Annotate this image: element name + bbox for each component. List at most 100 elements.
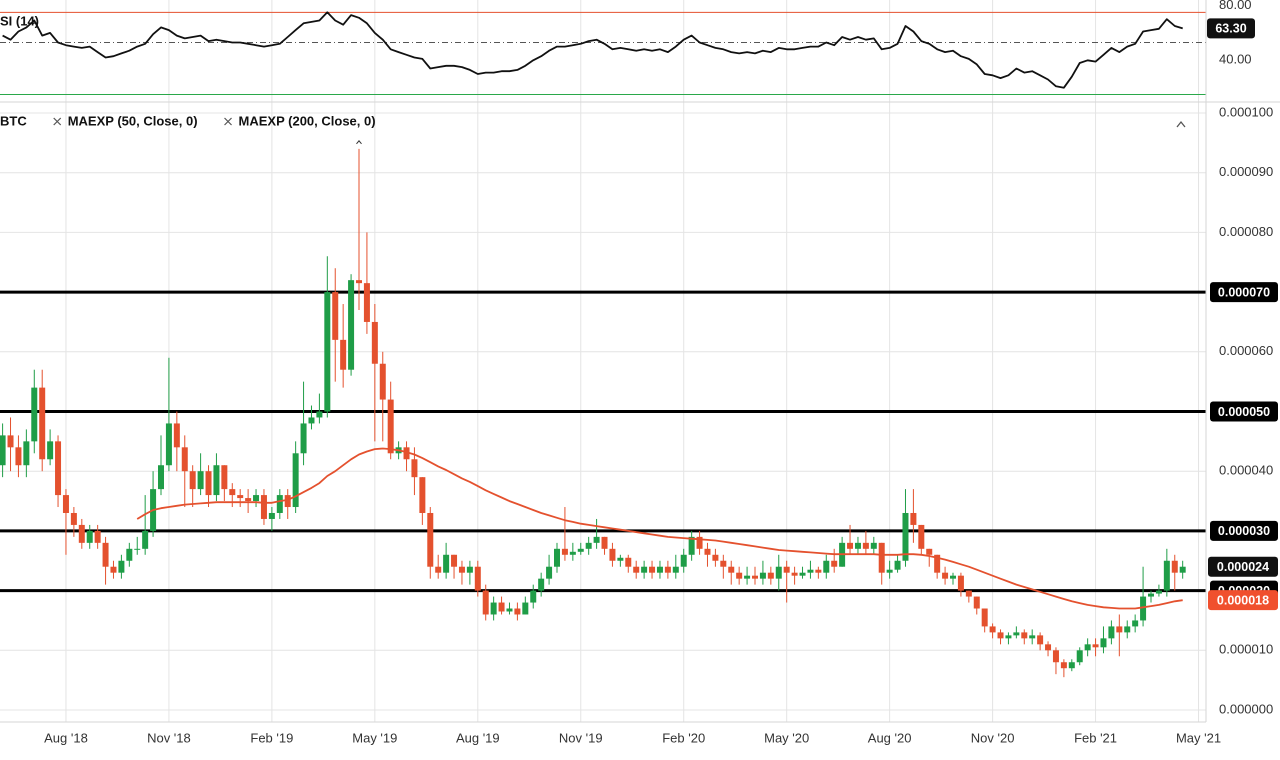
legend-entry: MAEXP (50, Close, 0) (68, 113, 198, 128)
candle-body (577, 548, 584, 552)
candle-body (546, 566, 553, 579)
candle-body (387, 399, 394, 454)
candle-body (411, 459, 418, 478)
candle-body (807, 569, 814, 573)
candle-body (221, 465, 228, 490)
price-tags: 0.0000700.0000500.0000300.00002063.300.0… (1207, 18, 1278, 611)
candle-body (348, 280, 355, 370)
candle-body (791, 572, 798, 576)
candle-body (316, 411, 323, 418)
remove-icon[interactable] (224, 117, 232, 126)
level-tag-label: 0.000070 (1218, 285, 1270, 299)
candle-body (340, 339, 347, 370)
candle-body (158, 465, 164, 490)
candle-body (688, 536, 695, 555)
candle-body (31, 387, 38, 442)
candle-body (292, 453, 299, 508)
candle-body (815, 569, 822, 573)
price-marker-label: 0.000018 (1217, 593, 1269, 607)
rsi-tag-label: 63.30 (1215, 22, 1246, 36)
candle-body (1084, 644, 1091, 651)
candle-body (213, 465, 220, 496)
rsi-tick-label: 40.00 (1219, 52, 1252, 67)
candle-body (490, 602, 497, 615)
candle-body (1029, 635, 1036, 639)
candle-body (593, 536, 600, 543)
level-tag (1210, 282, 1278, 303)
candle-body (253, 495, 260, 502)
candle-body (1179, 566, 1186, 573)
candle-body (783, 566, 790, 573)
candle-body (886, 569, 893, 573)
y-tick-label: 0.000100 (1219, 104, 1273, 119)
level-tag (1210, 520, 1278, 541)
candle-body (641, 566, 648, 573)
candle-body (94, 530, 101, 543)
candle-body (205, 471, 212, 496)
candle-body (62, 495, 69, 513)
level-tag (1210, 401, 1278, 422)
candle-body (656, 566, 663, 573)
price-marker (1208, 556, 1278, 577)
candle-body (506, 608, 513, 612)
candle-body (561, 548, 568, 555)
candle-body (609, 548, 616, 561)
candle-body (831, 560, 838, 567)
y-tick-label: 0.000040 (1219, 463, 1273, 478)
candle-body (197, 471, 204, 490)
candle-body (1148, 593, 1154, 597)
candle-body (767, 572, 774, 579)
candle-body (1163, 560, 1170, 591)
x-tick-label: Feb '20 (662, 730, 705, 745)
candle-body (181, 447, 188, 472)
candle-body (997, 632, 1004, 639)
candle-body (55, 441, 62, 496)
candle-body (950, 575, 956, 579)
ema-line (136, 447, 1183, 610)
rsi-tick-label: 80.00 (1219, 0, 1252, 12)
candle-body (102, 542, 109, 567)
candle-body (672, 566, 679, 573)
remove-icon[interactable] (53, 117, 62, 126)
candle-body (134, 548, 141, 550)
candle-body (379, 363, 386, 400)
x-tick-label: May '20 (764, 730, 809, 745)
candle-body (942, 572, 949, 579)
candle-body (142, 530, 149, 549)
candle-body (530, 590, 537, 603)
candle-body (522, 602, 529, 615)
candle-body (989, 626, 996, 633)
candle-body (443, 554, 450, 573)
candle-body (736, 572, 743, 579)
plot (0, 11, 1206, 678)
candle-body (981, 608, 988, 627)
candle-body (712, 554, 719, 561)
high-marker (356, 140, 362, 145)
candle-body (70, 512, 77, 525)
candle-body (1116, 626, 1123, 633)
x-tick-label: Aug '18 (44, 730, 88, 745)
candle-body (775, 566, 782, 579)
candle-body (1021, 632, 1028, 639)
candle-body (427, 512, 434, 567)
candle-body (1100, 638, 1107, 648)
candle-body (514, 608, 521, 615)
candle-body (308, 417, 315, 424)
candle-body (39, 387, 46, 460)
candle-body (569, 551, 576, 555)
candle-body (649, 566, 656, 573)
x-tick-label: Nov '18 (147, 730, 191, 745)
candle-body (458, 566, 465, 573)
candle-body (538, 578, 545, 591)
candle-body (934, 554, 941, 573)
level-tag-label: 0.000030 (1218, 524, 1270, 538)
collapse-button[interactable] (1176, 120, 1186, 128)
level-tag-label: 0.000050 (1218, 405, 1270, 419)
candle-body (1052, 650, 1059, 663)
candle-body (696, 536, 703, 549)
candle-body (823, 560, 830, 573)
candle-body (466, 566, 473, 573)
candle-body (847, 542, 854, 549)
